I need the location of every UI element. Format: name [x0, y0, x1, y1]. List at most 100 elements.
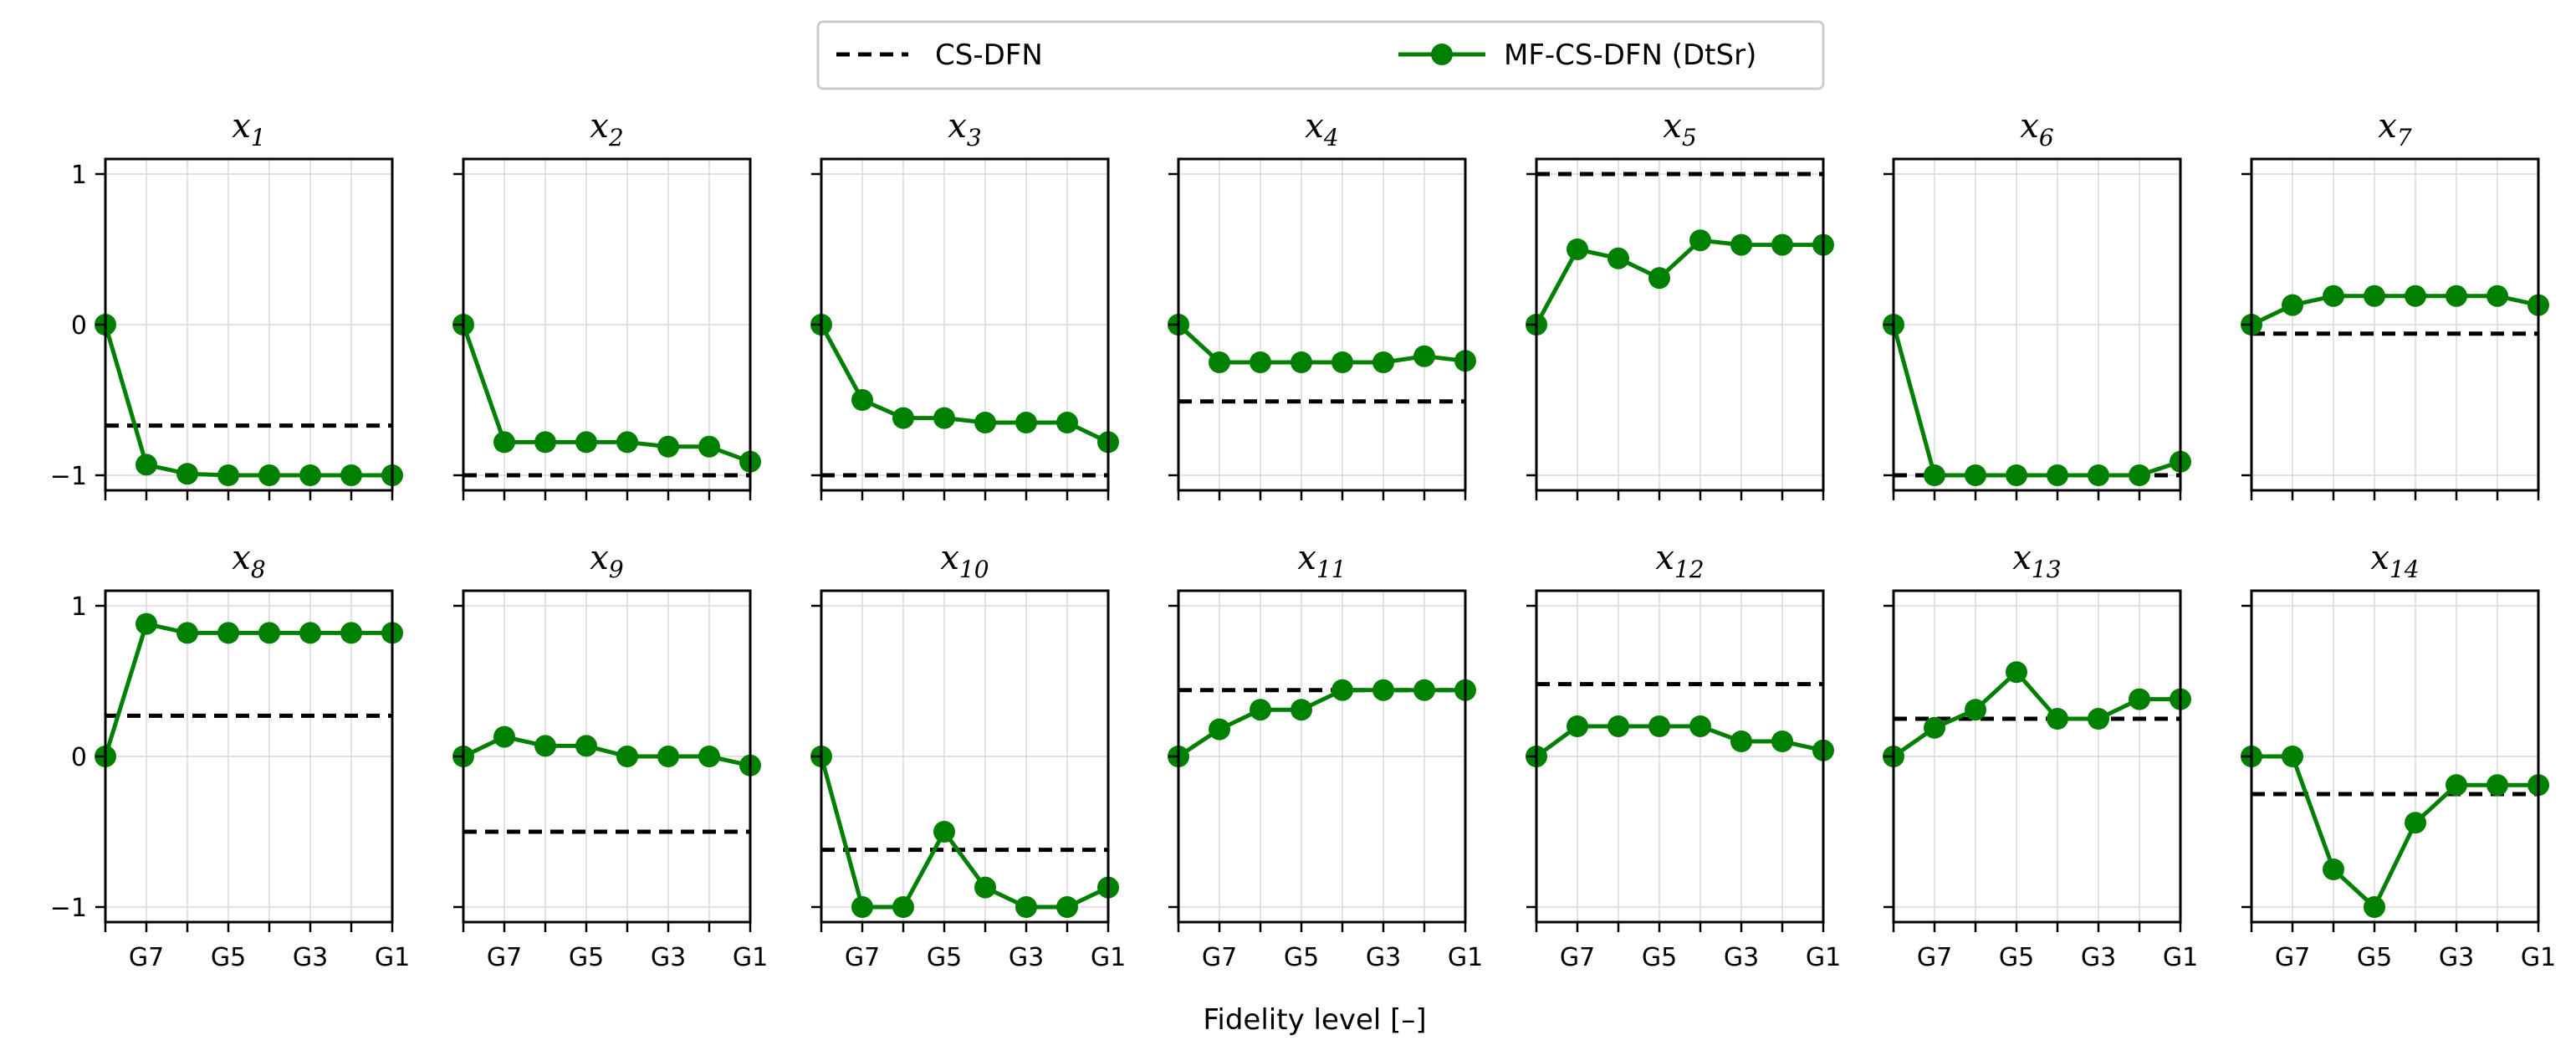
panel-title-subscript: 3	[967, 124, 982, 151]
panel-title-subscript: 1	[251, 124, 266, 151]
mf-point	[135, 613, 157, 635]
panel-title: x7	[2378, 107, 2412, 151]
x-tick-label: G7	[487, 943, 522, 972]
mf-cs-dfn-line	[819, 756, 1110, 910]
x-tick-label: G1	[733, 943, 768, 972]
y-tick-label: −1	[50, 894, 87, 923]
mf-point	[258, 464, 280, 486]
x-tick-label: G3	[1009, 943, 1044, 972]
mf-point	[1015, 896, 1037, 918]
mf-point	[575, 735, 597, 757]
y-tick-label: 0	[71, 311, 87, 341]
mf-point	[851, 896, 873, 918]
panel-title: x12	[1655, 539, 1704, 583]
mf-point	[2047, 464, 2068, 486]
panel-x5: x5	[1526, 107, 1834, 500]
mf-point	[2364, 896, 2385, 918]
mf-point	[217, 622, 239, 644]
mf-point	[1250, 699, 1271, 721]
panel-x10: G7 G5 G3 G1 x10	[810, 539, 1126, 972]
x-tick-label: G7	[845, 943, 880, 972]
panel-title-subscript: 7	[2397, 124, 2412, 151]
x-tick-label: G5	[211, 943, 246, 972]
x-axis-label: Fidelity level [–]	[1203, 1003, 1426, 1037]
mf-point	[340, 464, 362, 486]
mf-point	[340, 622, 362, 644]
panel-title: x9	[590, 539, 623, 583]
mf-point	[698, 435, 720, 458]
mf-point	[534, 431, 556, 454]
panel-title-var: x	[232, 107, 251, 146]
mf-point	[2088, 464, 2109, 486]
panel-title-var: x	[948, 107, 967, 146]
panel-title-var: x	[1655, 539, 1674, 577]
x-tick-label: G5	[569, 943, 604, 972]
x-tick-label: G1	[2521, 943, 2556, 972]
mf-point	[892, 896, 914, 918]
legend-box	[816, 20, 1825, 90]
panel-x8: 1 0 −1 G7 G5 G3 G1 x8	[50, 539, 410, 972]
panel-title: x14	[2370, 539, 2419, 583]
mf-point	[1730, 730, 1752, 752]
panel-title-subscript: 4	[1323, 124, 1339, 151]
panel-title-var: x	[232, 539, 251, 577]
mf-point	[974, 876, 996, 899]
mf-point	[1771, 233, 1793, 256]
x-tick-label: G1	[1091, 943, 1126, 972]
mf-point	[1372, 679, 1394, 701]
mf-point	[1209, 351, 1230, 373]
mf-point	[135, 454, 157, 476]
mf-point	[1056, 896, 1078, 918]
mf-point	[2006, 661, 2027, 684]
panel-x12: G7 G5 G3 G1 x12	[1526, 539, 1841, 972]
panel-title-subscript: 8	[251, 556, 266, 583]
panel-x1: 10−1x1	[50, 107, 403, 500]
x-tick-label: G3	[1724, 943, 1759, 972]
mf-point	[1567, 238, 1588, 260]
mf-point	[1965, 464, 1986, 486]
mf-point	[1648, 715, 1670, 737]
panel-title: x6	[2020, 107, 2053, 151]
panel-title: x5	[1663, 107, 1696, 151]
mf-point	[1056, 412, 1078, 433]
mf-point	[2282, 294, 2303, 316]
mf-cs-dfn-line	[1892, 669, 2180, 759]
mf-point	[1372, 351, 1394, 373]
x-tick-label: G3	[2439, 943, 2474, 972]
legend-cs-dfn-label: CS-DFN	[935, 38, 1043, 72]
panel-title: x4	[1305, 107, 1338, 151]
mf-point	[1965, 699, 1986, 721]
panel-title-subscript: 9	[609, 556, 624, 583]
mf-point	[2405, 812, 2426, 834]
mf-point	[2487, 774, 2508, 797]
mf-point	[933, 407, 955, 429]
mf-point	[2282, 746, 2303, 767]
panel-title-var: x	[1663, 107, 1682, 146]
x-tick-label: G3	[651, 943, 686, 972]
y-tick-label: −1	[50, 462, 87, 491]
x-tick-label: G7	[1202, 943, 1237, 972]
panel-title: x8	[232, 539, 265, 583]
mf-point	[1291, 351, 1312, 373]
mf-point	[1250, 351, 1271, 373]
mf-point	[2364, 284, 2385, 307]
mf-point	[176, 622, 198, 644]
mf-point	[575, 431, 597, 454]
mf-point	[2446, 774, 2467, 797]
mf-point	[534, 735, 556, 757]
mf-point	[892, 407, 914, 429]
mf-point	[1015, 412, 1037, 433]
panel-title-var: x	[1305, 107, 1324, 146]
x-tick-label: G7	[2275, 943, 2310, 972]
mf-point	[1607, 715, 1629, 737]
y-tick-label: 1	[71, 592, 87, 622]
panel-title-var: x	[2012, 539, 2032, 577]
mf-point	[851, 389, 873, 411]
panel-title: x3	[948, 107, 981, 151]
panel-title-subscript: 11	[1316, 556, 1347, 583]
mf-point	[1607, 247, 1629, 269]
mf-point	[2088, 708, 2109, 730]
mf-point	[2446, 284, 2467, 307]
mf-point	[2129, 688, 2150, 710]
